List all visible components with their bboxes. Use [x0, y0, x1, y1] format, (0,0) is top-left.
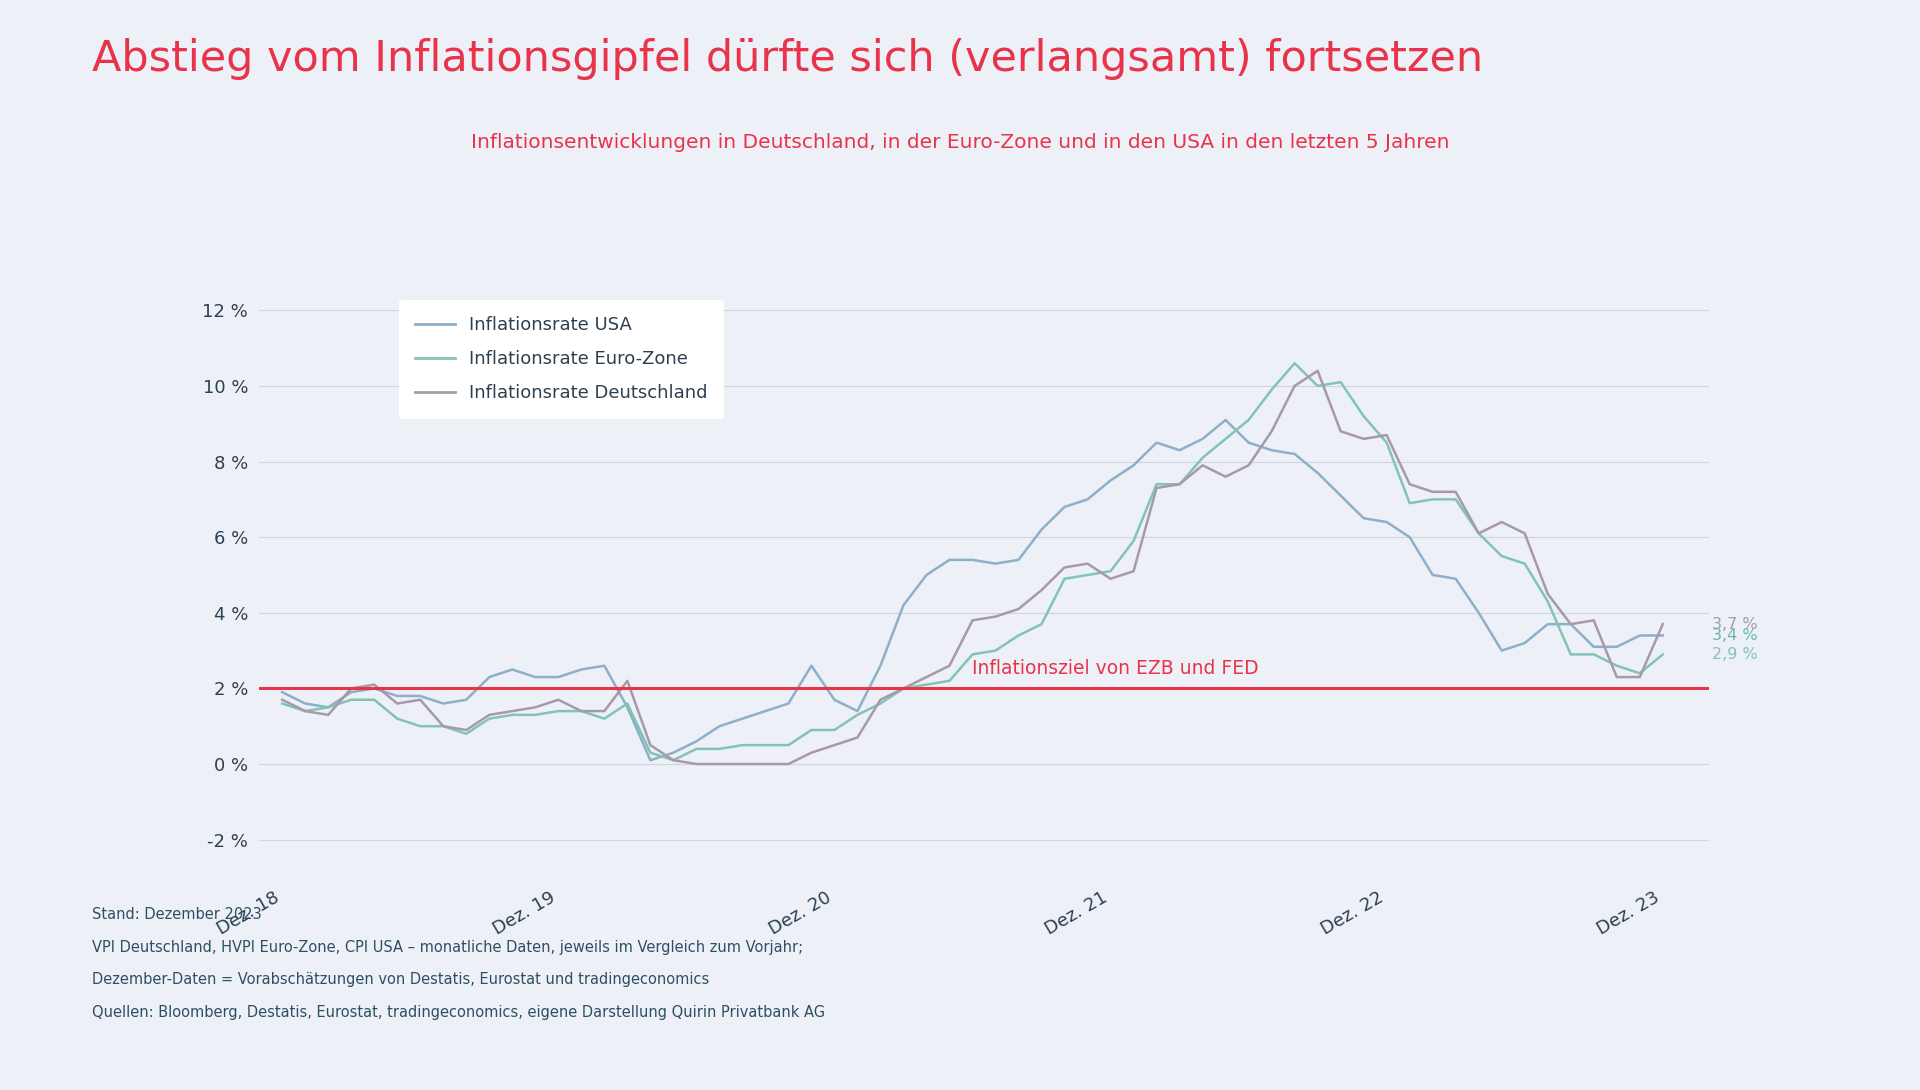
Text: 3,4 %: 3,4 %	[1713, 628, 1757, 643]
Text: Inflationsziel von EZB und FED: Inflationsziel von EZB und FED	[973, 658, 1260, 678]
Text: Inflationsentwicklungen in Deutschland, in der Euro-Zone und in den USA in den l: Inflationsentwicklungen in Deutschland, …	[470, 133, 1450, 152]
Text: 2,9 %: 2,9 %	[1713, 646, 1757, 662]
Text: Stand: Dezember 2023: Stand: Dezember 2023	[92, 907, 261, 922]
Text: VPI Deutschland, HVPI Euro-Zone, CPI USA – monatliche Daten, jeweils im Vergleic: VPI Deutschland, HVPI Euro-Zone, CPI USA…	[92, 940, 803, 955]
Text: Quellen: Bloomberg, Destatis, Eurostat, tradingeconomics, eigene Darstellung Qui: Quellen: Bloomberg, Destatis, Eurostat, …	[92, 1005, 826, 1020]
Legend: Inflationsrate USA, Inflationsrate Euro-Zone, Inflationsrate Deutschland: Inflationsrate USA, Inflationsrate Euro-…	[399, 300, 724, 419]
Text: Dezember-Daten = Vorabschätzungen von Destatis, Eurostat und tradingeconomics: Dezember-Daten = Vorabschätzungen von De…	[92, 972, 708, 988]
Text: Abstieg vom Inflationsgipfel dürfte sich (verlangsamt) fortsetzen: Abstieg vom Inflationsgipfel dürfte sich…	[92, 38, 1484, 81]
Text: 3,7 %: 3,7 %	[1713, 617, 1757, 631]
